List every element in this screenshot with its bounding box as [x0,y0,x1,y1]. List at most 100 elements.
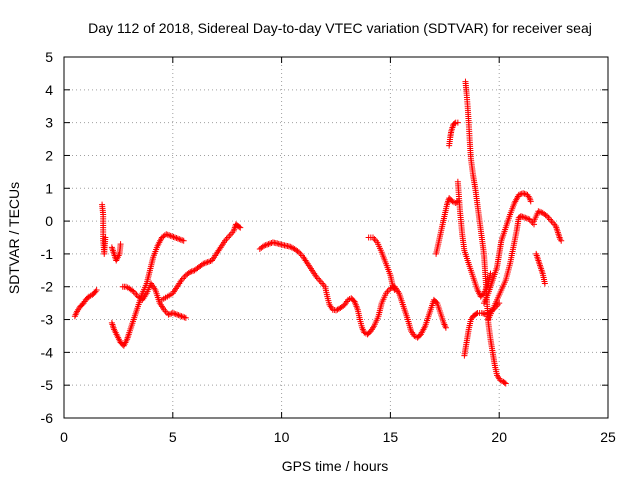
data-point [517,191,524,198]
data-point [519,213,526,220]
data-point [264,241,271,248]
data-point [520,190,527,197]
series-s8 [365,234,398,294]
series-s9 [433,195,461,257]
data-point [187,268,194,275]
data-point [536,208,543,215]
data-point [527,198,534,205]
data-point [478,309,485,316]
series-s10 [446,119,461,149]
data-point [167,232,174,239]
data-point [203,259,210,266]
data-point [237,224,244,231]
y-tick-label: 0 [45,213,53,229]
data-point [93,287,100,294]
data-point [487,270,494,277]
data-point [175,312,182,319]
data-point [178,313,185,320]
data-point [520,214,527,221]
data-point [340,302,347,309]
data-point [517,213,524,220]
plot-frame [63,56,609,419]
series-s6 [158,221,244,303]
y-tick-label: 3 [45,115,53,131]
x-axis-label: GPS time / hours [282,458,389,474]
data-point [171,234,178,241]
x-tick-label: 0 [60,429,68,445]
x-tick-label: 20 [491,429,507,445]
x-tick-label: 5 [169,429,177,445]
data-point [172,311,179,318]
series-s14 [485,213,538,323]
data-point [535,208,542,215]
data-point [201,260,208,267]
x-tick-label: 25 [600,429,616,445]
data-point [542,212,549,219]
y-tick-label: -6 [41,410,54,426]
data-point [515,191,522,198]
data-point [502,380,509,387]
data-point [181,314,188,321]
series-s7 [256,239,449,341]
data-point [481,311,488,318]
data-point [442,324,449,331]
data-point [179,313,186,320]
data-point [522,214,529,221]
series-s2 [99,201,109,257]
data-point [180,237,187,244]
y-tick-label: -3 [41,312,54,328]
data-point [200,260,207,267]
data-point [523,215,530,222]
y-tick-label: 1 [45,180,53,196]
data-point [170,233,177,240]
data-point [521,190,528,197]
data-point [182,314,189,321]
y-tick-label: 5 [45,49,53,65]
data-point [479,291,486,298]
data-point [496,300,503,307]
data-point [391,287,398,294]
data-point [163,231,170,238]
data-point [176,236,183,243]
series-s11 [462,78,509,387]
series-s13 [454,178,494,300]
data-point [171,310,178,317]
ticks: 0 5 10 15 20 25 -6 -5 -4 -3 -2 -1 0 1 2 3 4 5 [41,49,616,445]
data-point [165,311,172,318]
y-tick-label: -5 [41,377,54,393]
data-point [206,258,213,265]
data-point [102,234,109,241]
data-point [294,248,301,255]
series-s4 [108,231,187,349]
data-point [166,232,173,239]
y-tick-label: 4 [45,82,53,98]
data-point [433,299,440,306]
x-tick-label: 10 [274,429,290,445]
data-point [236,223,243,230]
data-point [164,231,171,238]
y-tick-label: 2 [45,147,53,163]
data-point [265,241,272,248]
data-point [166,311,173,318]
chart-title: Day 112 of 2018, Sidereal Day-to-day VTE… [88,20,592,36]
data-point [129,287,136,294]
x-tick-label: 15 [383,429,399,445]
series-s16 [533,250,548,287]
data-point [173,235,180,242]
data-point [174,311,181,318]
series-s15 [480,190,534,307]
grid [64,57,608,418]
data-point [169,309,176,316]
data-point [179,237,186,244]
y-axis-label: SDTVAR / TECUs [6,182,22,294]
data-point [541,280,548,287]
series-s3 [108,241,124,264]
data-points [71,78,565,387]
data-point [501,379,508,386]
data-point [177,312,184,319]
y-tick-label: -1 [41,246,54,262]
series-s5 [119,280,189,321]
data-point [117,241,124,248]
data-point [454,119,461,126]
